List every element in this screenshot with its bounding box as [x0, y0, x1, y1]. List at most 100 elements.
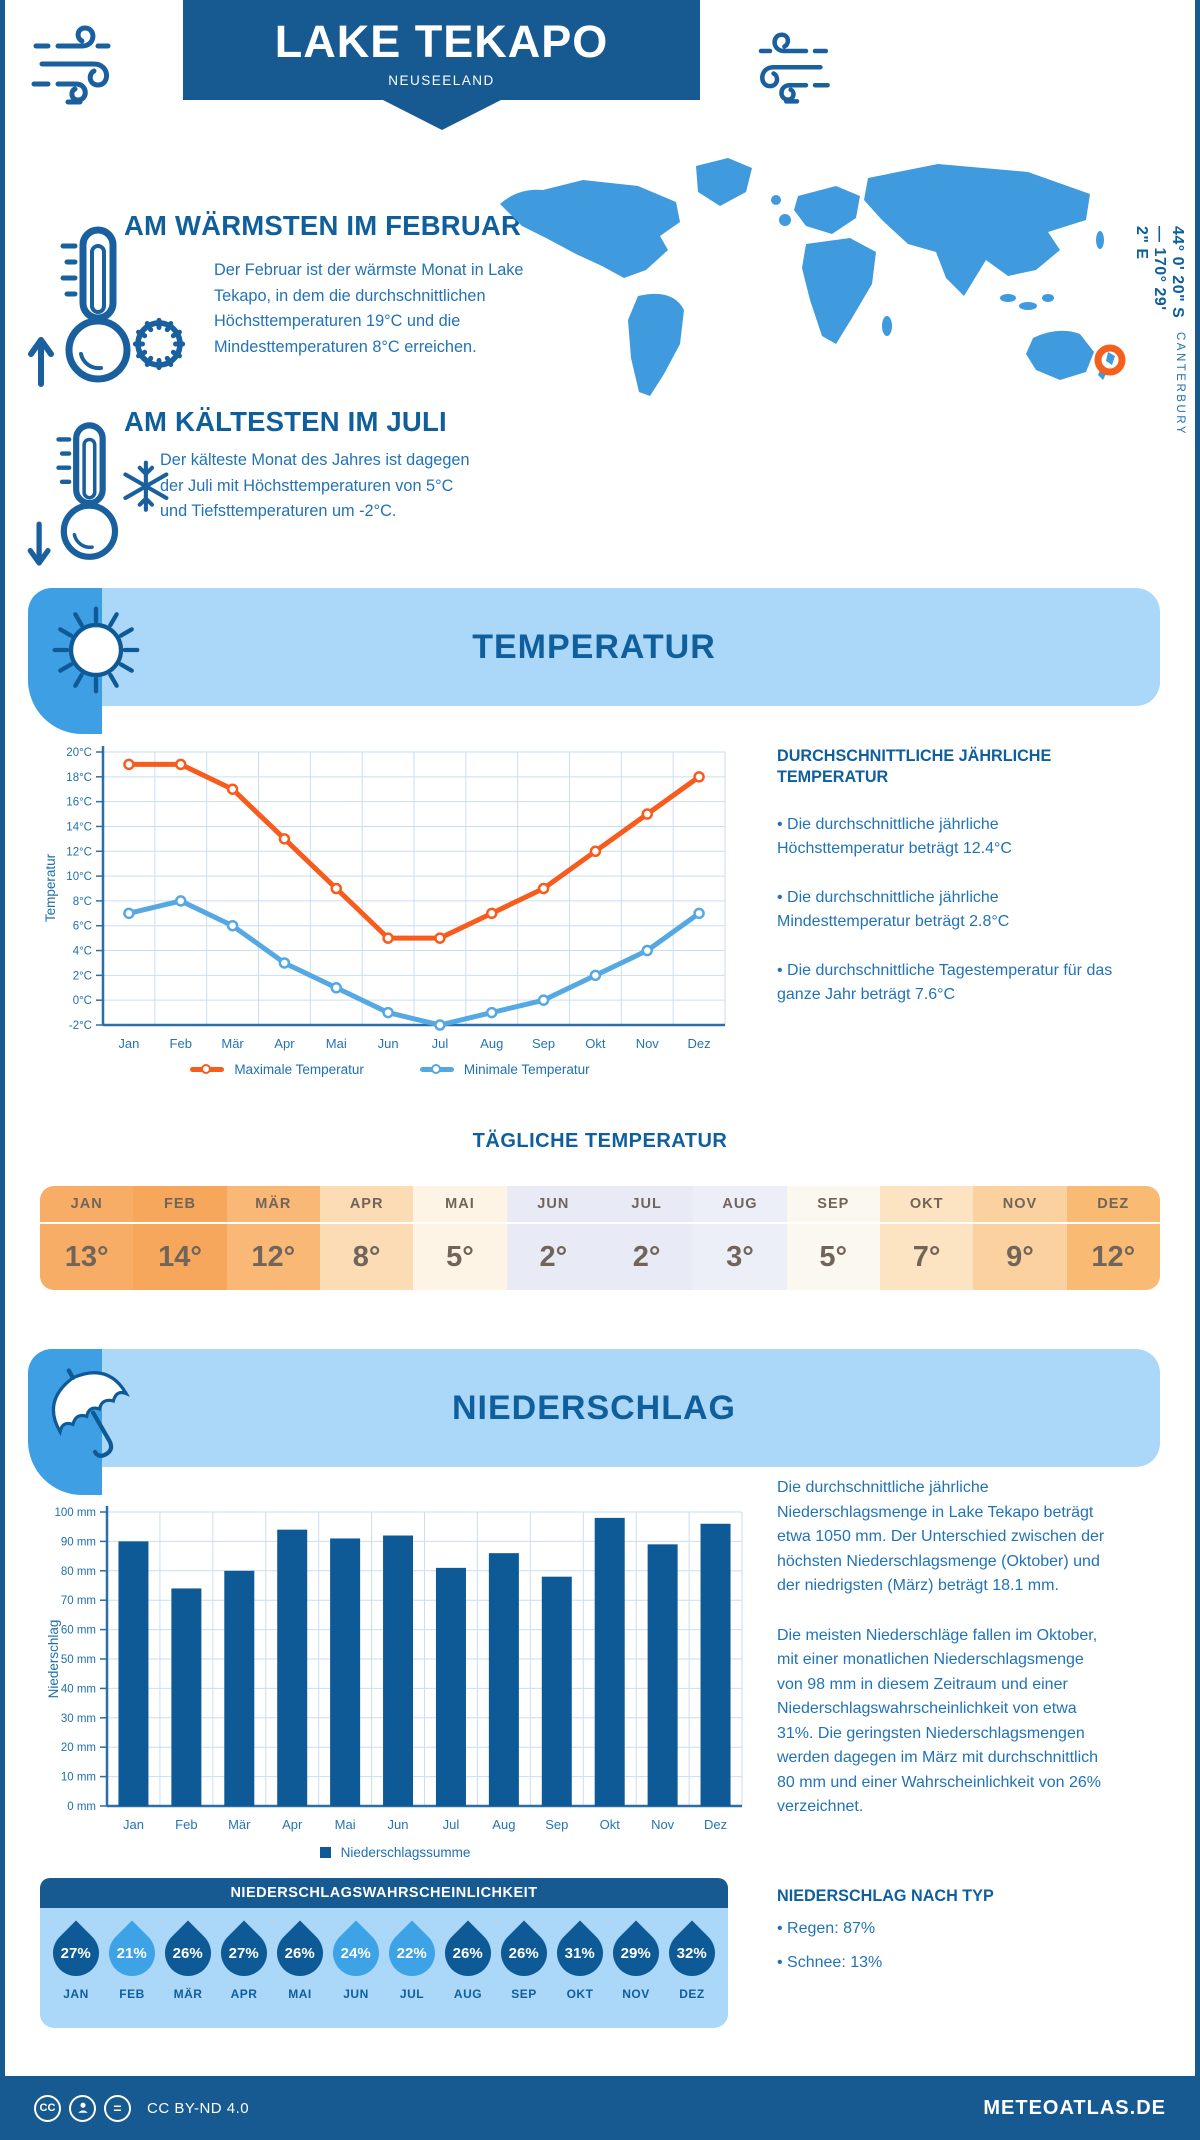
precipitation-section-title: NIEDERSCHLAG: [451, 1389, 737, 1427]
svg-text:Jul: Jul: [432, 1036, 449, 1051]
svg-text:Mai: Mai: [335, 1817, 356, 1832]
svg-text:0 mm: 0 mm: [67, 1801, 96, 1813]
svg-text:6°C: 6°C: [73, 921, 92, 933]
droplet-icon: 22%: [379, 1920, 445, 1986]
daily-temp-cell: AUG 3°: [693, 1186, 787, 1290]
svg-text:16°C: 16°C: [66, 797, 92, 809]
cc-by-person-icon: [69, 2094, 96, 2122]
daily-temp-month: OKT: [879, 1186, 974, 1224]
svg-text:Feb: Feb: [175, 1817, 197, 1832]
droplet-month-label: JAN: [63, 1987, 89, 2001]
svg-text:Okt: Okt: [600, 1817, 621, 1832]
daily-temp-value: 3°: [693, 1224, 787, 1290]
footer-bar: CC = CC BY-ND 4.0 METEOATLAS.DE: [0, 2076, 1200, 2140]
svg-text:Jan: Jan: [118, 1036, 139, 1051]
legend-item: Niederschlagssumme: [319, 1845, 470, 1860]
svg-text:Sep: Sep: [545, 1817, 568, 1832]
right-border-stripe: [1195, 0, 1200, 2140]
daily-temp-value: 13°: [40, 1224, 134, 1290]
probability-banner: NIEDERSCHLAGSWAHRSCHEINLICHKEIT: [40, 1878, 728, 1908]
droplet-month-label: OKT: [566, 1987, 594, 2001]
cc-icon: CC: [34, 2094, 61, 2122]
title-banner: LAKE TEKAPO NEUSEELAND: [183, 0, 700, 100]
daily-temp-cell: NOV 9°: [973, 1186, 1067, 1290]
temperature-section-title: TEMPERATUR: [472, 628, 716, 666]
wind-icon: [28, 16, 128, 116]
precipitation-y-axis-label: Niederschlag: [46, 1620, 61, 1699]
daily-temp-month: JAN: [40, 1186, 134, 1224]
precip-probability-item: 29% NOV: [603, 1920, 669, 2028]
warmest-heading: AM WÄRMSTEN IM FEBRUAR: [124, 210, 522, 241]
page-title: LAKE TEKAPO: [274, 15, 609, 67]
world-map: [500, 158, 1126, 396]
droplet-month-label: FEB: [119, 1987, 145, 2001]
svg-text:Feb: Feb: [170, 1036, 192, 1051]
coldest-text: Der kälteste Monat des Jahres ist dagege…: [160, 451, 470, 520]
svg-text:Mai: Mai: [326, 1036, 347, 1051]
precip-probability-item: 22% JUL: [379, 1920, 445, 2028]
precipitation-type-bullet: Regen: 87%: [777, 1917, 1114, 1941]
thermometer-warm-icon: [28, 226, 195, 387]
daily-temp-cell: OKT 7°: [879, 1186, 974, 1290]
sun-icon: [48, 602, 144, 698]
precip-probability-item: 21% FEB: [99, 1920, 165, 2028]
coordinates-text: 44° 0' 20" S — 170° 29' 2" E: [1133, 226, 1186, 319]
svg-text:Dez: Dez: [688, 1036, 711, 1051]
daily-temp-value: 9°: [973, 1224, 1067, 1290]
droplet-icon: 26%: [491, 1920, 557, 1986]
svg-text:10 mm: 10 mm: [61, 1772, 96, 1784]
svg-text:18°C: 18°C: [66, 772, 92, 784]
svg-text:Mär: Mär: [221, 1036, 244, 1051]
precipitation-paragraph: Die durchschnittliche jährliche Niedersc…: [777, 1479, 1105, 1594]
precip-probability-item: 26% MÄR: [155, 1920, 221, 2028]
droplet-month-label: MAI: [288, 1987, 312, 2001]
droplet-icon: 27%: [43, 1920, 109, 1986]
banner-ribbon-point: [383, 100, 501, 130]
daily-temp-value: 2°: [599, 1224, 694, 1290]
droplet-icon: 32%: [659, 1920, 725, 1986]
droplet-month-label: MÄR: [173, 1987, 203, 2001]
droplet-icon: 26%: [267, 1920, 333, 1986]
svg-text:8°C: 8°C: [73, 896, 92, 908]
precip-probability-item: 32% DEZ: [659, 1920, 725, 2028]
droplet-month-label: APR: [230, 1987, 258, 2001]
svg-text:70 mm: 70 mm: [61, 1595, 96, 1607]
svg-text:Mär: Mär: [228, 1817, 251, 1832]
thermometer-cold-icon: [27, 422, 169, 566]
svg-text:100 mm: 100 mm: [54, 1507, 96, 1519]
daily-temp-cell: APR 8°: [319, 1186, 414, 1290]
daily-temp-month: AUG: [693, 1186, 787, 1224]
daily-temp-cell: MÄR 12°: [226, 1186, 320, 1290]
temperature-legend: Maximale Temperatur Minimale Temperatur: [40, 1062, 740, 1077]
droplet-icon: 26%: [435, 1920, 501, 1986]
droplet-month-label: NOV: [622, 1987, 650, 2001]
daily-temp-value: 12°: [226, 1224, 320, 1290]
snowflake-icon: [123, 460, 169, 512]
temperature-line-chart: -2°C 0°C 2°C 4°C 6°C 8°C 10°C 12°C 14°C …: [43, 746, 726, 1051]
temperature-summary-bullet: Die durchschnittliche jährliche Höchstte…: [777, 813, 1114, 861]
svg-text:2°C: 2°C: [73, 970, 92, 982]
daily-temp-value: 8°: [319, 1224, 414, 1290]
droplet-month-label: SEP: [511, 1987, 537, 2001]
svg-text:60 mm: 60 mm: [61, 1625, 96, 1637]
svg-text:4°C: 4°C: [73, 946, 92, 958]
daily-temp-cell: JAN 13°: [40, 1186, 134, 1290]
svg-text:-2°C: -2°C: [69, 1020, 92, 1032]
site-name: METEOATLAS.DE: [983, 2096, 1166, 2119]
region-text: CANTERBURY: [1174, 331, 1186, 436]
legend-item: Minimale Temperatur: [419, 1062, 590, 1077]
coldest-heading: AM KÄLTESTEN IM JULI: [124, 406, 447, 437]
precip-probability-item: 26% SEP: [491, 1920, 557, 2028]
daily-temperature-table: JAN 13° FEB 14° MÄR 12° APR 8° MAI 5° JU…: [40, 1186, 1160, 1290]
daily-temp-value: 14°: [133, 1224, 227, 1290]
left-border-stripe: [0, 0, 5, 2140]
precipitation-legend: Niederschlagssumme: [40, 1845, 750, 1860]
svg-text:40 mm: 40 mm: [61, 1683, 96, 1695]
precip-probability-item: 26% MAI: [267, 1920, 333, 2028]
wind-icon: [742, 24, 834, 114]
daily-temperature-heading: TÄGLICHE TEMPERATUR: [472, 1130, 728, 1152]
svg-text:20°C: 20°C: [66, 747, 92, 759]
daily-temp-month: JUL: [599, 1186, 694, 1224]
droplet-icon: 27%: [211, 1920, 277, 1986]
droplet-icon: 29%: [603, 1920, 669, 1986]
